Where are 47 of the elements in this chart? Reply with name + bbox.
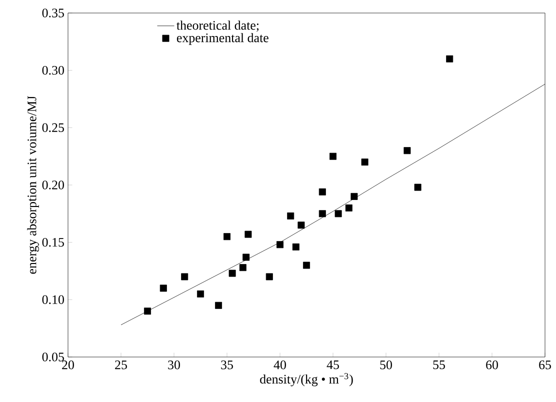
y-tick-label: 0.20 xyxy=(42,180,64,190)
y-tick-label: 0.35 xyxy=(42,8,64,18)
point xyxy=(266,273,273,280)
point xyxy=(287,212,294,220)
point xyxy=(215,302,222,309)
x-tick-label: 25 xyxy=(115,360,127,370)
x-tick-label: 45 xyxy=(326,360,339,370)
point xyxy=(298,222,305,229)
point xyxy=(242,254,250,261)
point xyxy=(224,233,230,240)
point xyxy=(350,192,358,200)
y-axis-title: energy absorption unit voiume/MJ xyxy=(27,96,39,274)
point xyxy=(318,188,326,196)
legend-label: experimental date xyxy=(176,33,268,45)
x-tick-label: 65 xyxy=(539,360,551,370)
x-tick-label: 40 xyxy=(274,360,286,370)
point xyxy=(404,147,411,154)
point xyxy=(361,158,368,166)
point xyxy=(330,152,336,160)
point xyxy=(181,273,188,280)
x-axis-title: density/(kg • m$^{−3}$) xyxy=(260,373,353,386)
point xyxy=(144,308,151,315)
y-tick-label: 0.25 xyxy=(42,123,64,132)
y-tick-label: 0.10 xyxy=(42,295,64,304)
point xyxy=(244,230,252,238)
point xyxy=(239,264,246,272)
y-tick-label: 0.30 xyxy=(42,66,64,75)
point xyxy=(318,210,326,218)
y-tick-label: 0.15 xyxy=(42,238,64,247)
point xyxy=(446,55,454,62)
x-tick-label: 30 xyxy=(168,360,180,370)
point xyxy=(345,204,352,212)
x-tick-label: 60 xyxy=(486,360,498,370)
point xyxy=(414,184,422,191)
x-tick-label: 20 xyxy=(62,360,74,370)
x-tick-label: 50 xyxy=(380,360,392,370)
point xyxy=(228,270,236,277)
point xyxy=(303,262,310,269)
x-tick-label: 55 xyxy=(433,360,445,370)
y-tick-label: 0.05 xyxy=(42,352,64,362)
x-tick-label: 35 xyxy=(221,360,233,370)
point xyxy=(334,210,342,218)
point xyxy=(160,284,167,292)
point xyxy=(197,290,204,298)
legend-label: theoretical date; xyxy=(176,20,259,32)
point xyxy=(292,243,300,250)
point xyxy=(276,241,284,248)
